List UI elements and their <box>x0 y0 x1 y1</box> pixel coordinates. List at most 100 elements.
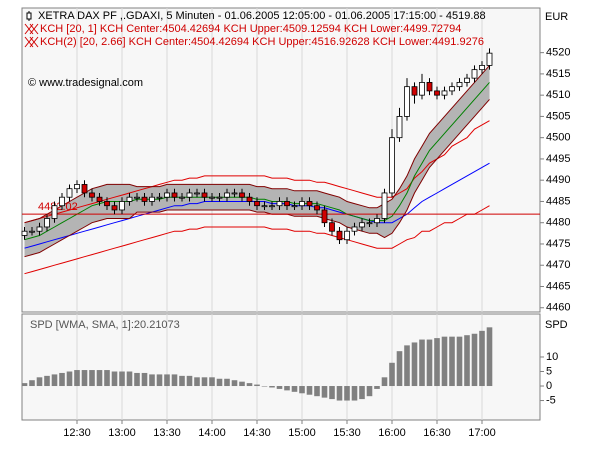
candle-body <box>419 82 425 96</box>
candle-body <box>434 90 440 96</box>
x-tick-label: 14:30 <box>243 427 271 439</box>
x-tick-label: 16:30 <box>423 427 451 439</box>
bar <box>216 378 223 387</box>
bar <box>291 386 298 392</box>
y-tick-label: 4510 <box>546 89 570 101</box>
bar <box>29 380 35 387</box>
bar <box>276 386 283 389</box>
candle-body <box>276 201 283 207</box>
candle-body <box>471 69 478 79</box>
candle-body <box>126 196 133 202</box>
bar <box>224 378 230 387</box>
band-edge <box>24 99 490 258</box>
candle-body <box>261 205 268 208</box>
y-tick-label: 4475 <box>546 238 570 250</box>
candle-body <box>426 82 433 92</box>
bar <box>231 380 238 387</box>
candle-body <box>104 201 110 207</box>
kch-icon <box>24 23 39 35</box>
candle-body <box>321 209 328 224</box>
bar <box>434 338 440 387</box>
candle-body <box>194 192 200 195</box>
bar <box>359 386 365 400</box>
y-tick-label: 4500 <box>546 132 570 144</box>
price-line-label: 4482.02 <box>38 201 78 213</box>
x-tick-label: 14:00 <box>198 427 226 439</box>
candle-body <box>119 201 125 211</box>
y-tick-label: 4490 <box>546 174 570 186</box>
y-tick-label: -5 <box>546 394 556 406</box>
indicator-label: SPD <box>545 319 568 331</box>
bar <box>81 370 88 387</box>
bar <box>21 383 28 387</box>
y-unit: EUR <box>545 11 568 23</box>
candle-body <box>359 222 365 228</box>
bar <box>381 377 388 387</box>
candle-body <box>441 90 448 96</box>
bar <box>336 386 343 401</box>
bar <box>74 370 80 387</box>
x-tick-label: 13:30 <box>153 427 181 439</box>
candle-body <box>141 196 148 202</box>
candle-body <box>411 86 418 96</box>
y-tick-label: 4515 <box>546 68 570 80</box>
candle-body <box>396 116 403 139</box>
bar <box>366 386 373 397</box>
candle-body <box>351 226 358 232</box>
candle-body <box>269 205 275 208</box>
candle-body <box>291 205 298 208</box>
candle-body <box>306 201 313 207</box>
bar <box>261 386 268 387</box>
candle-body <box>171 192 178 198</box>
bar <box>119 371 125 387</box>
bar <box>464 335 470 387</box>
candle-body <box>284 201 290 207</box>
bar <box>299 386 305 394</box>
bar <box>59 372 65 387</box>
band-edge <box>24 65 490 224</box>
candle-body <box>486 52 493 66</box>
legend: XETRA DAX PF ,.GDAXI, 5 Minuten - 01.06.… <box>24 10 568 331</box>
candle-body <box>299 201 305 207</box>
bar <box>186 375 193 387</box>
y-tick-label: 0 <box>546 380 552 392</box>
candle-body <box>209 196 215 199</box>
candle-body <box>314 205 320 211</box>
bar <box>404 345 410 387</box>
bar <box>411 342 418 387</box>
x-tick-label: 15:30 <box>333 427 361 439</box>
candle-body <box>216 196 223 199</box>
candle-body <box>66 188 73 198</box>
bar <box>51 374 58 387</box>
bar <box>306 386 313 395</box>
bar <box>456 336 463 387</box>
x-tick-label: 16:00 <box>378 427 406 439</box>
y-tick-label: 5 <box>546 365 552 377</box>
bar <box>329 386 335 400</box>
bar <box>254 384 260 387</box>
candle-body <box>366 222 373 225</box>
candle-body <box>344 230 350 241</box>
bar <box>89 370 95 387</box>
candle-icon <box>26 11 32 21</box>
band-line <box>24 205 490 275</box>
bar <box>284 386 290 391</box>
candle-body <box>134 196 140 199</box>
bar <box>149 374 155 387</box>
candle-body <box>389 137 395 194</box>
candle-body <box>149 196 155 202</box>
y-tick-label: 10 <box>546 351 558 363</box>
x-tick-label: 12:30 <box>63 427 91 439</box>
legend-entry: KCH [20, 1] KCH Center:4504.42694 KCH Up… <box>40 23 461 35</box>
y-tick-label: 4520 <box>546 47 570 59</box>
bar <box>209 377 215 387</box>
y-tick-label: 4505 <box>546 110 570 122</box>
bar <box>246 383 253 387</box>
y-tick-label: 4495 <box>546 153 570 165</box>
bar <box>36 377 43 387</box>
bar <box>351 386 358 401</box>
y-tick-label: 4485 <box>546 195 570 207</box>
candle-body <box>44 218 50 228</box>
bar <box>126 371 133 387</box>
